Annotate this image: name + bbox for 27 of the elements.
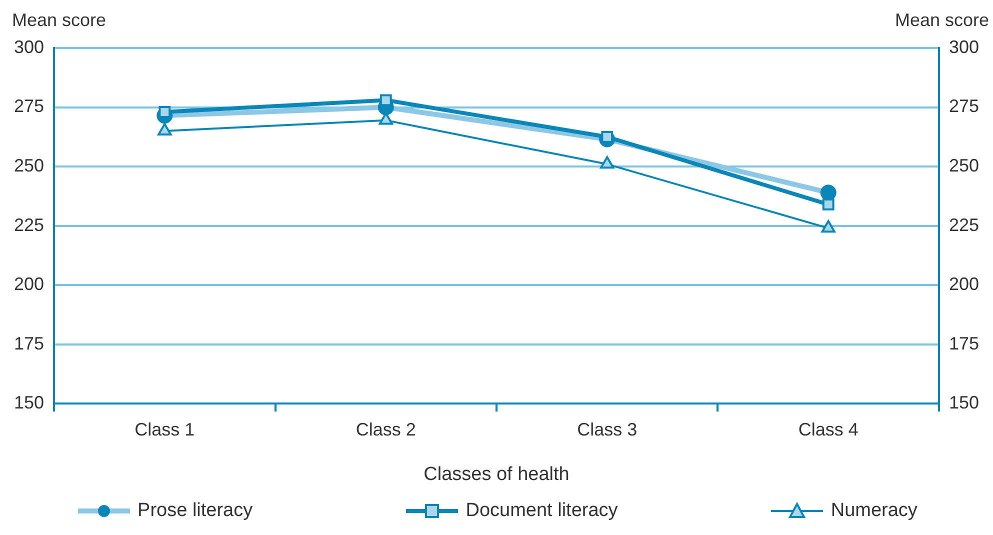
- y2-tick-label: 250: [948, 156, 980, 176]
- y2-axis-title: Mean score: [894, 10, 989, 31]
- x-tick-label: Class 1: [134, 419, 195, 440]
- y2-tick-label: 300: [948, 36, 980, 57]
- y-axis-title: Mean score: [12, 10, 106, 31]
- x-tick-label: Class 2: [356, 419, 416, 440]
- y2-tick-label: 225: [948, 214, 980, 235]
- point: [821, 220, 836, 233]
- x-axis-title: Classes of health: [424, 464, 570, 485]
- y2-tick-label: 150: [948, 392, 980, 413]
- y-tick-label: 175: [14, 333, 44, 354]
- y-tick-label: 200: [14, 274, 44, 294]
- y2-tick-label: 200: [948, 274, 980, 294]
- y2-tick-label: 175: [948, 333, 980, 354]
- x-tick-label: Class 4: [798, 419, 858, 440]
- point: [822, 198, 834, 210]
- y2-tick-label: 275: [948, 96, 980, 116]
- legend-label: Prose literacy: [138, 500, 253, 522]
- legend-label: Document literacy: [466, 500, 618, 522]
- y-tick-label: 275: [14, 96, 44, 116]
- point: [600, 156, 614, 169]
- x-tick-label: Class 3: [577, 419, 638, 440]
- y-tick-label: 250: [14, 156, 44, 176]
- y-tick-label: 150: [14, 392, 44, 413]
- y-tick-label: 300: [14, 36, 44, 57]
- legend-label: Numeracy: [830, 500, 918, 522]
- y-tick-label: 225: [14, 214, 44, 235]
